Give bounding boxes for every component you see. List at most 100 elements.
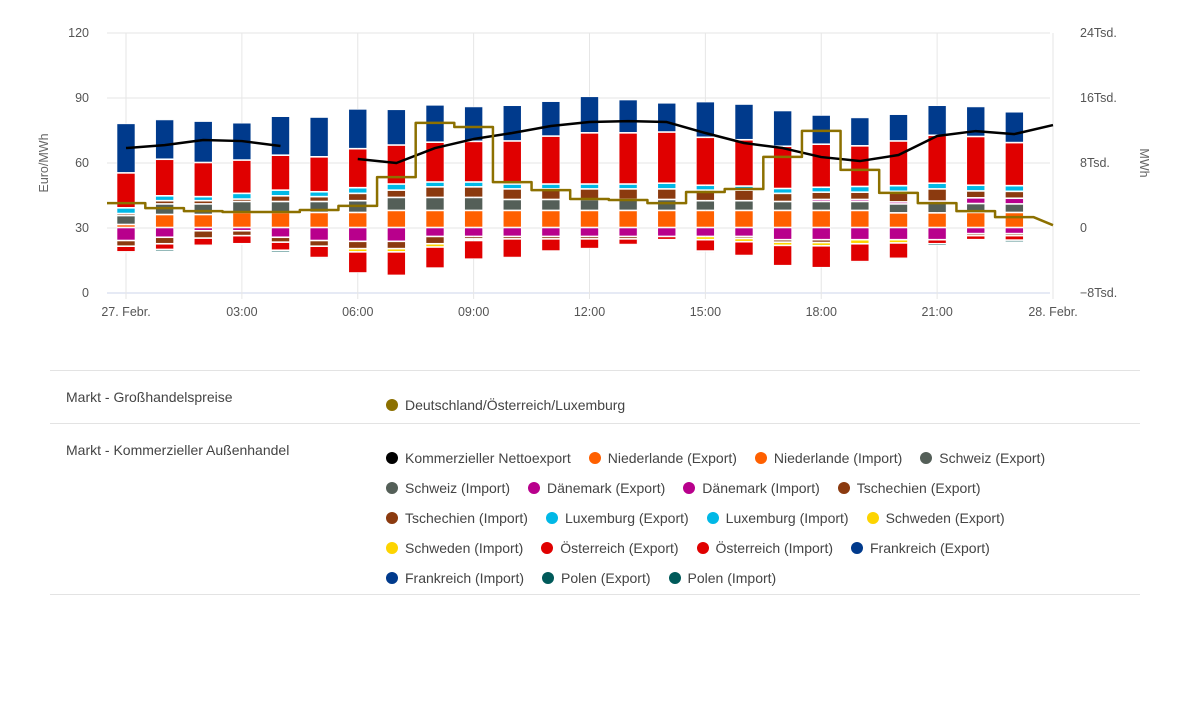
bar-segment bbox=[232, 212, 252, 228]
bar-segment bbox=[502, 210, 522, 228]
bar-segment bbox=[657, 189, 677, 200]
bar-segment bbox=[309, 201, 329, 213]
bar-segment bbox=[271, 212, 290, 228]
legend-dot-icon bbox=[545, 511, 558, 524]
x-tick-label: 06:00 bbox=[342, 305, 373, 319]
bar-segment bbox=[811, 242, 831, 246]
bar-segment bbox=[850, 192, 870, 200]
bar-segment bbox=[193, 162, 213, 197]
legend-item-label: Dänemark (Import) bbox=[702, 479, 820, 496]
legend-item[interactable]: Luxemburg (Export) bbox=[545, 503, 689, 532]
bar-segment bbox=[889, 239, 908, 243]
legend-item[interactable]: Schweden (Import) bbox=[386, 534, 523, 563]
legend-item[interactable]: Deutschland/Österreich/Luxemburg bbox=[386, 390, 625, 419]
legend-dot-icon bbox=[588, 451, 601, 464]
legend-dot-icon bbox=[754, 451, 767, 464]
bar-segment bbox=[155, 119, 174, 160]
bar-segment bbox=[580, 239, 599, 249]
bar-segment bbox=[966, 227, 986, 234]
x-tick-label: 12:00 bbox=[574, 305, 605, 319]
bar-segment bbox=[773, 227, 792, 240]
bar-segment bbox=[657, 132, 677, 184]
bar-segment bbox=[309, 117, 329, 157]
legend-item-label: Niederlande (Export) bbox=[607, 449, 737, 466]
legend-dot-icon bbox=[837, 481, 850, 494]
legend-item[interactable]: Schweiz (Export) bbox=[920, 443, 1045, 472]
bar-segment bbox=[232, 199, 252, 202]
legend-item[interactable]: Frankreich (Import) bbox=[386, 564, 524, 593]
bar-segment bbox=[618, 199, 638, 211]
legend-item[interactable]: Schweiz (Import) bbox=[386, 473, 510, 502]
legend-items: Kommerzieller Nettoexport Niederlande (Ex… bbox=[386, 424, 1076, 594]
legend-item[interactable]: Luxemburg (Import) bbox=[706, 503, 849, 532]
legend-item[interactable]: Polen (Export) bbox=[542, 564, 651, 593]
legend-item[interactable]: Schweden (Export) bbox=[866, 503, 1005, 532]
legend-item-label: Frankreich (Import) bbox=[405, 570, 525, 587]
bar-segment bbox=[618, 189, 638, 200]
bar-segment bbox=[155, 237, 174, 244]
bar-segment bbox=[387, 241, 406, 249]
legend-item[interactable]: Polen (Import) bbox=[668, 564, 776, 593]
bar-segment bbox=[811, 245, 831, 268]
bar-segment bbox=[541, 236, 561, 239]
legend-item[interactable]: Österreich (Export) bbox=[541, 534, 679, 563]
bar-segment bbox=[155, 249, 174, 252]
bar-segment bbox=[927, 183, 947, 189]
y-axis-left-title: Euro/MWh bbox=[37, 133, 51, 192]
bar-segment bbox=[464, 182, 483, 187]
legend-item[interactable]: Niederlande (Import) bbox=[754, 443, 902, 472]
bar-segment bbox=[425, 142, 445, 182]
bar-segment bbox=[618, 184, 638, 189]
net-export-line bbox=[125, 119, 1054, 165]
bar-segment bbox=[580, 184, 599, 189]
bar-segment bbox=[618, 99, 638, 133]
legend-item[interactable]: Tschechien (Export) bbox=[837, 473, 980, 502]
bar-segment bbox=[734, 241, 754, 256]
y-tick-label-right: 24Tsd. bbox=[1080, 26, 1117, 40]
legend-item[interactable]: Dänemark (Export) bbox=[528, 473, 665, 502]
bar-segment bbox=[348, 241, 368, 249]
bar-segment bbox=[116, 227, 136, 241]
bar-segment bbox=[773, 201, 792, 211]
bar-segment bbox=[232, 160, 252, 194]
bar-segment bbox=[618, 236, 638, 239]
bar-segment bbox=[155, 159, 174, 196]
bar-segment bbox=[850, 210, 870, 228]
bar-segment bbox=[309, 157, 329, 192]
bar-segment bbox=[696, 236, 715, 240]
legend-item[interactable]: Tschechien (Import) bbox=[386, 503, 528, 532]
bar-segment bbox=[1005, 240, 1024, 242]
bar-segment bbox=[348, 252, 368, 273]
legend-item[interactable]: Niederlande (Export) bbox=[588, 443, 737, 472]
legend-items: Deutschland/Österreich/Luxemburg bbox=[386, 371, 643, 423]
legend-dot-icon bbox=[851, 542, 863, 555]
bar-segment bbox=[811, 210, 831, 228]
bar-segment bbox=[734, 255, 754, 257]
legend-item[interactable]: Kommerzieller Nettoexport bbox=[386, 443, 571, 472]
bar-segment bbox=[271, 201, 290, 213]
bar-segment bbox=[734, 104, 754, 140]
bar-segment bbox=[541, 210, 561, 228]
bar-segment bbox=[850, 186, 870, 192]
legend-dot-icon bbox=[386, 572, 398, 585]
bar-segment bbox=[464, 187, 483, 198]
legend-item[interactable]: Frankreich (Export) bbox=[851, 534, 990, 563]
bar-segment bbox=[696, 200, 715, 211]
legend-item[interactable]: Dänemark (Import) bbox=[683, 473, 820, 502]
bar-segment bbox=[193, 196, 213, 201]
legend-dot-icon bbox=[528, 481, 541, 494]
bar-segment bbox=[425, 197, 445, 211]
bar-segment bbox=[618, 210, 638, 228]
bar-segment bbox=[232, 201, 252, 213]
x-tick-label: 18:00 bbox=[806, 305, 837, 319]
bar-segment bbox=[889, 202, 908, 204]
bar-segment bbox=[387, 227, 406, 242]
bar-segment bbox=[696, 137, 715, 186]
bar-segment bbox=[193, 227, 213, 231]
legend-item[interactable]: Österreich (Import) bbox=[696, 534, 833, 563]
bar-segment bbox=[271, 155, 290, 190]
bar-segment bbox=[773, 245, 792, 266]
bar-segment bbox=[309, 212, 329, 228]
bar-segment bbox=[464, 240, 483, 259]
bar-segment bbox=[348, 148, 368, 188]
